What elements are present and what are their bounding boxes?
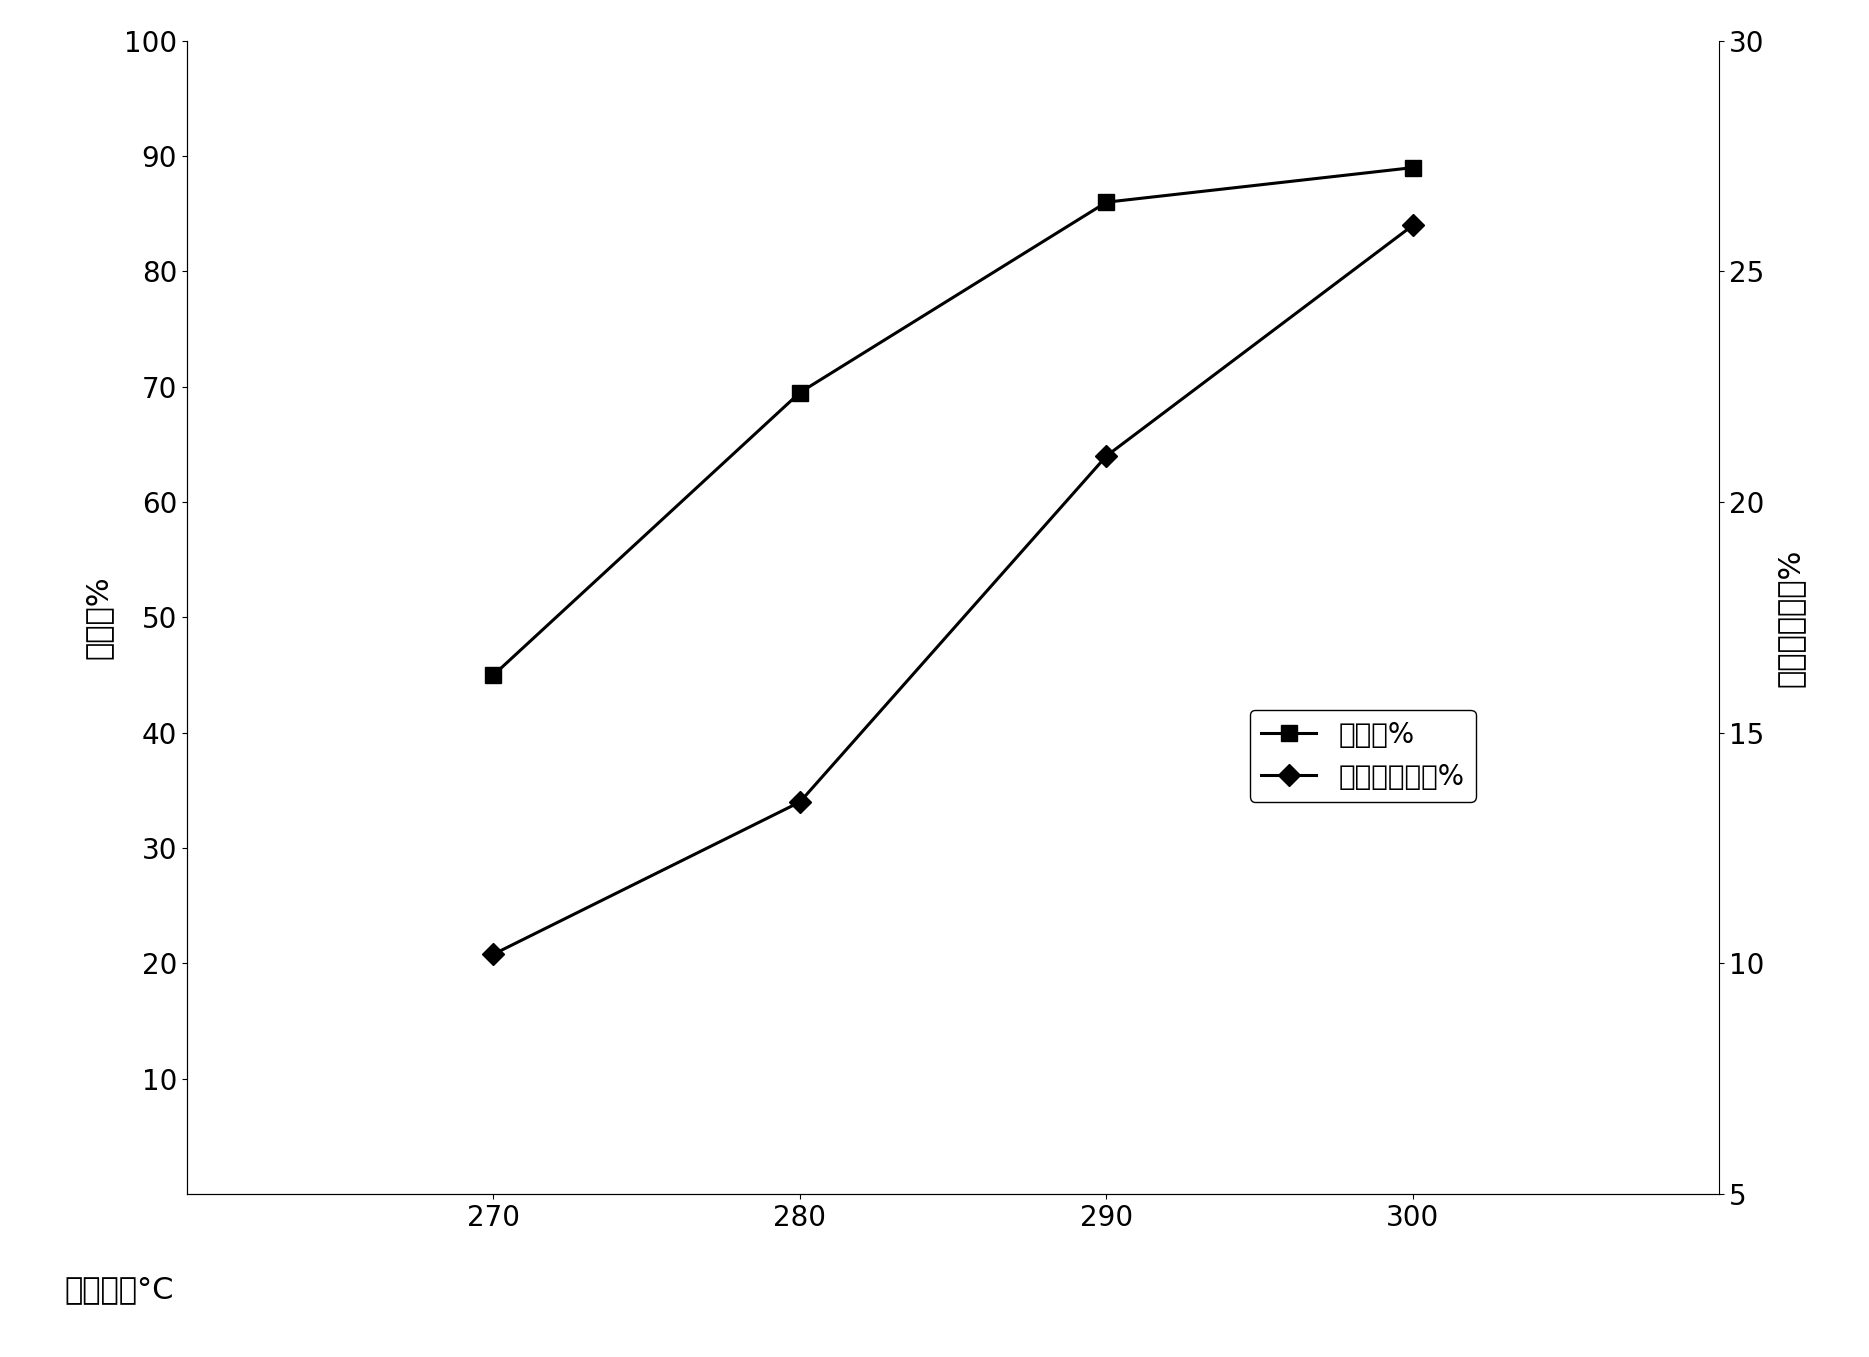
Legend: 脱硫率%, 烯烃相对降幅%: 脱硫率%, 烯烃相对降幅% (1250, 710, 1477, 802)
脱硫率% (1402, 160, 1424, 176)
脱硫率% (482, 666, 505, 683)
脱硫率% (1095, 194, 1118, 210)
脱硫率% (789, 384, 811, 400)
Y-axis label: 脱硫率%: 脱硫率% (84, 575, 112, 660)
Line: 烯烃相对降幅%: 烯烃相对降幅% (486, 217, 1420, 962)
烯烃相对降幅% (789, 794, 811, 810)
Y-axis label: 烯烃相对降幅%: 烯烃相对降幅% (1776, 548, 1805, 687)
烯烃相对降幅% (1095, 448, 1118, 464)
烯烃相对降幅% (1402, 217, 1424, 233)
烯烃相对降幅% (482, 946, 505, 962)
Text: 反应温度°C: 反应温度°C (64, 1276, 174, 1304)
Line: 脱硫率%: 脱硫率% (486, 160, 1420, 683)
